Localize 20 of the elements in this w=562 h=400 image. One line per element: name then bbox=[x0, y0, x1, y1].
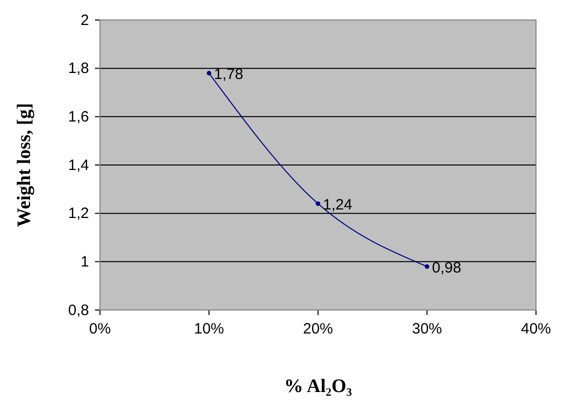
y-axis-title: Weight loss, [g] bbox=[14, 102, 35, 228]
y-tick-label: 1,6 bbox=[68, 108, 89, 126]
x-axis-title: % Al₂O₃ bbox=[284, 376, 352, 397]
data-label: 1,78 bbox=[214, 66, 244, 84]
y-tick-label: 1,2 bbox=[68, 205, 89, 222]
y-tick-label: 2 bbox=[80, 12, 89, 29]
point bbox=[424, 264, 430, 269]
y-tick-label: 1,8 bbox=[68, 60, 89, 78]
y-tick-label: 0,8 bbox=[68, 302, 89, 319]
y-tick-label: 1 bbox=[80, 253, 89, 270]
data-label: 1,24 bbox=[323, 196, 352, 214]
x-tick-label: 20% bbox=[302, 320, 334, 338]
x-tick-label: 40% bbox=[520, 320, 552, 338]
y-tick-label: 1,4 bbox=[68, 156, 89, 174]
x-tick-label: 0% bbox=[89, 320, 111, 338]
x-tick-label: 10% bbox=[194, 320, 224, 338]
data-label: 0,98 bbox=[432, 260, 462, 276]
point bbox=[316, 201, 320, 206]
point bbox=[206, 70, 212, 76]
x-tick-label: 30% bbox=[412, 320, 442, 338]
